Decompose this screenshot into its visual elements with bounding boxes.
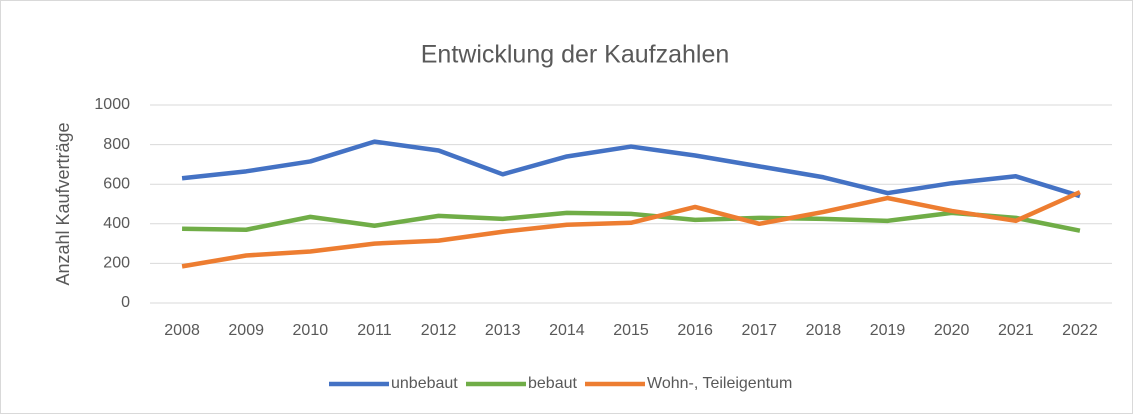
x-tick-label: 2019 <box>870 322 906 339</box>
x-tick-label: 2022 <box>1062 322 1098 339</box>
x-tick-label: 2010 <box>293 322 329 339</box>
x-tick-label: 2013 <box>485 322 521 339</box>
legend-label: unbebaut <box>391 375 458 392</box>
x-tick-label: 2020 <box>934 322 970 339</box>
x-tick-label: 2012 <box>421 322 457 339</box>
x-tick-label: 2008 <box>164 322 200 339</box>
legend-label: bebaut <box>528 375 577 392</box>
x-tick-label: 2014 <box>549 322 585 339</box>
x-tick-label: 2018 <box>806 322 842 339</box>
y-axis-label: Anzahl Kaufverträge <box>53 122 73 285</box>
x-tick-label: 2011 <box>357 322 392 339</box>
legend-label: Wohn-, Teileigentum <box>647 375 792 392</box>
x-tick-label: 2017 <box>741 322 777 339</box>
y-tick-label: 800 <box>103 136 130 153</box>
series-line <box>181 190 1081 269</box>
y-tick-label: 0 <box>121 294 130 311</box>
x-tick-label: 2021 <box>998 322 1034 339</box>
y-tick-label: 200 <box>103 255 130 272</box>
series-line <box>182 210 1081 233</box>
y-tick-label: 600 <box>103 175 130 192</box>
x-tick-label: 2009 <box>228 322 264 339</box>
y-tick-label: 1000 <box>94 96 130 113</box>
y-tick-label: 400 <box>103 215 130 232</box>
x-tick-label: 2015 <box>613 322 649 339</box>
series-line <box>181 139 1081 199</box>
chart-title: Entwicklung der Kaufzahlen <box>421 41 730 69</box>
x-tick-label: 2016 <box>677 322 713 339</box>
